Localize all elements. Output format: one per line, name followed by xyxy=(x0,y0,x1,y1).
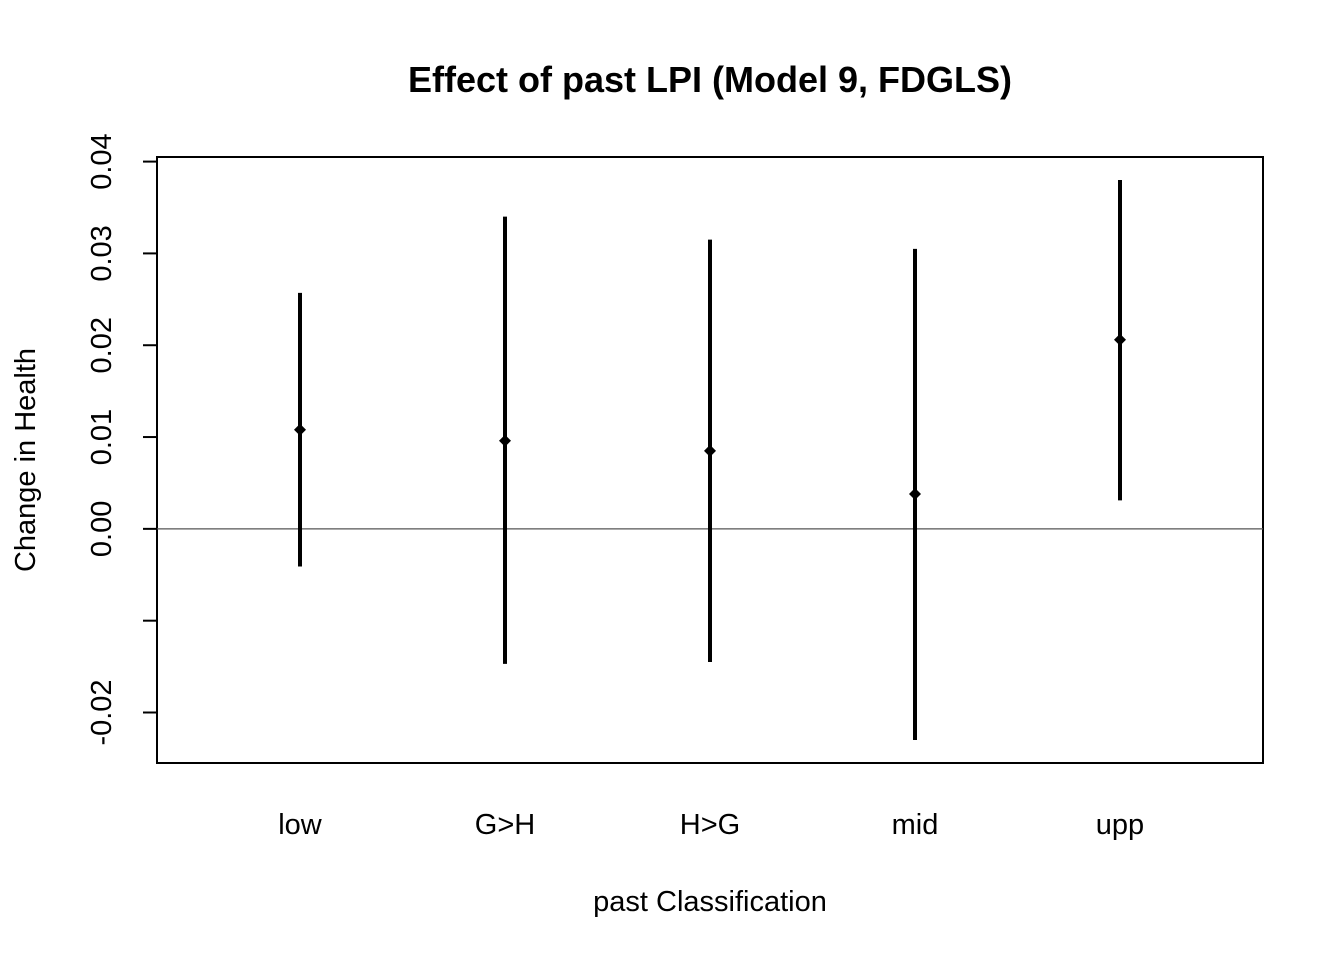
y-tick-label: -0.02 xyxy=(86,679,118,745)
x-tick-label: mid xyxy=(892,809,939,841)
x-tick-label: low xyxy=(278,809,323,841)
x-axis-label: past Classification xyxy=(593,886,827,918)
x-axis: low G>H H>G mid upp xyxy=(278,809,1144,841)
point-estimate xyxy=(294,423,306,436)
point-estimate xyxy=(909,487,921,500)
plot-area xyxy=(156,156,1264,764)
y-axis: -0.02 0.00 0.01 0.02 0.03 0.04 xyxy=(86,133,157,746)
y-axis-label: Change in Health xyxy=(10,348,42,572)
data-marks xyxy=(294,179,1126,741)
x-tick-label: G>H xyxy=(475,809,535,841)
y-tick-label: 0.00 xyxy=(86,501,118,557)
x-tick-label: upp xyxy=(1096,809,1144,841)
y-tick-label: 0.01 xyxy=(86,409,118,465)
point-estimate xyxy=(499,434,511,447)
point-estimate xyxy=(704,444,716,457)
x-tick-label: H>G xyxy=(680,809,740,841)
y-tick-label: 0.03 xyxy=(86,225,118,281)
y-tick-label: 0.02 xyxy=(86,317,118,373)
chart-title: Effect of past LPI (Model 9, FDGLS) xyxy=(408,59,1012,100)
y-tick-label: 0.04 xyxy=(86,133,118,189)
point-estimate xyxy=(1114,333,1126,346)
